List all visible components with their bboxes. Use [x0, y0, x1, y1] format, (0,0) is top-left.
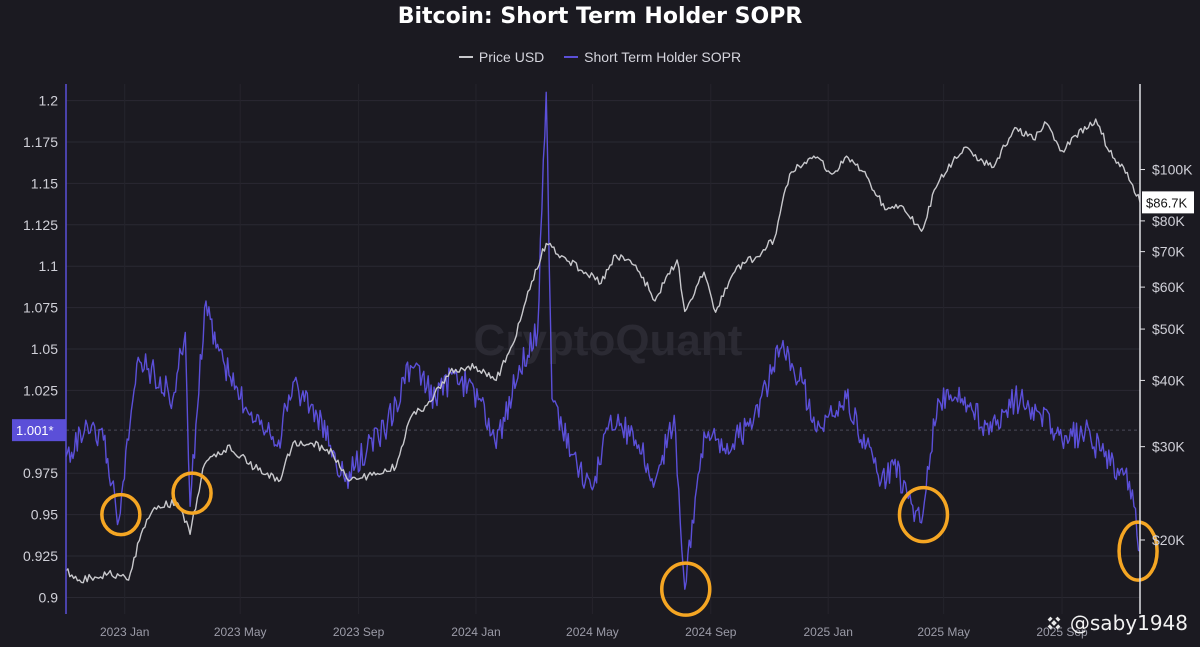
- current-sopr-badge: [12, 419, 66, 442]
- y-left-tick-label: 1.15: [31, 175, 58, 191]
- y-right-tick-label: $50K: [1152, 321, 1185, 337]
- chart-title: Bitcoin: Short Term Holder SOPR: [397, 4, 803, 29]
- y-left-tick-label: 0.9: [39, 589, 59, 605]
- legend-label-price: Price USD: [478, 49, 545, 65]
- series-lines: [65, 91, 1141, 590]
- y-left-tick-label: 0.95: [31, 507, 58, 523]
- series-line-sopr: [65, 91, 1141, 590]
- y-left-tick-label: 0.925: [23, 548, 58, 564]
- legend-item-price[interactable]: Price USD: [458, 49, 545, 65]
- current-price-label: $86.7K: [1146, 195, 1188, 210]
- y-left-tick-label: 1.075: [23, 300, 58, 316]
- x-tick-label: 2025 Jan: [803, 625, 852, 639]
- y-left-tick-label: 1.2: [39, 93, 59, 109]
- x-tick-label: 2024 Sep: [685, 625, 737, 639]
- y-right-tick-label: $30K: [1152, 439, 1185, 455]
- annotation-circle: [660, 561, 712, 617]
- credit-text: @saby1948: [1069, 611, 1188, 635]
- annotation-circle: [1117, 520, 1159, 582]
- x-tick-label: 2025 May: [917, 625, 970, 639]
- legend-swatch-sopr: [564, 56, 579, 58]
- y-left-tick-label: 1.125: [23, 217, 58, 233]
- x-tick-label: 2023 Jan: [100, 625, 149, 639]
- chart-legend: Price USD Short Term Holder SOPR: [0, 45, 1200, 65]
- series-line-price: [65, 118, 1141, 584]
- x-tick-label: 2025 Sep: [1036, 625, 1088, 639]
- x-tick-label: 2023 May: [214, 625, 267, 639]
- binance-logo-icon: [1047, 616, 1061, 630]
- y-right-tick-label: $60K: [1152, 279, 1185, 295]
- y-left-tick-label: 1.1: [39, 258, 59, 274]
- grid-lines: [66, 84, 1140, 614]
- chart-axes: 0.9 0.925 0.95 0.975 1.001* 1.025 1.05 1.075 1.1…: [12, 84, 1194, 639]
- current-sopr-label: 1.001*: [16, 423, 54, 438]
- annotation-circle: [171, 471, 213, 515]
- credit-badge: @saby1948: [1044, 611, 1188, 635]
- y-right-tick-label: $100K: [1152, 162, 1193, 178]
- current-price-badge: [1142, 191, 1194, 214]
- y-right-tick-label: $70K: [1152, 244, 1185, 260]
- legend-label-sopr: Short Term Holder SOPR: [584, 49, 742, 65]
- x-tick-label: 2023 Sep: [333, 625, 385, 639]
- x-tick-label: 2024 Jan: [451, 625, 500, 639]
- y-left-tick-label: 1.025: [23, 382, 58, 398]
- legend-item-sopr[interactable]: Short Term Holder SOPR: [564, 49, 741, 65]
- y-right-tick-label: $20K: [1152, 532, 1185, 548]
- legend-swatch-price: [458, 56, 473, 58]
- annotation-circle: [897, 485, 950, 544]
- annotation-circles: [100, 471, 1159, 617]
- y-left-tick-label: 1.175: [23, 134, 58, 150]
- y-right-tick-label: $80K: [1152, 213, 1185, 229]
- y-right-tick-label: $40K: [1152, 372, 1185, 388]
- annotation-circle: [100, 492, 142, 537]
- y-left-tick-label: 0.975: [23, 465, 58, 481]
- x-tick-label: 2024 May: [566, 625, 619, 639]
- y-left-tick-label: 1.05: [31, 341, 58, 357]
